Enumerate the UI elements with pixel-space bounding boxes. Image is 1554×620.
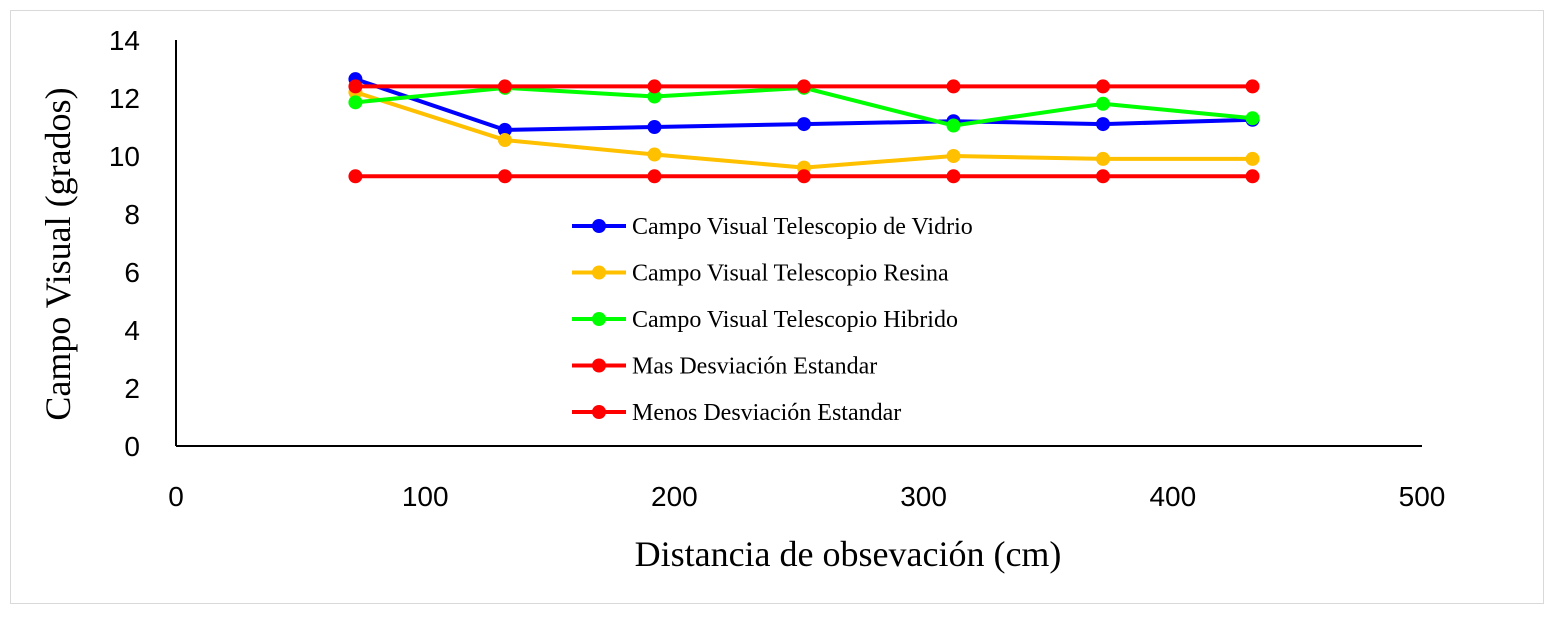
data-point [796,117,811,132]
series-1 [348,85,1260,175]
data-point [1096,79,1111,94]
x-tick-label: 200 [651,481,698,512]
data-point [1245,79,1260,94]
data-point [1245,111,1260,126]
data-point [647,147,662,162]
data-point [1245,169,1260,184]
data-point [1245,151,1260,166]
y-tick-label: 10 [109,141,140,172]
legend-swatch-marker [592,358,606,373]
series-4 [348,169,1260,184]
data-point [796,79,811,94]
y-tick-label: 12 [109,83,140,114]
y-axis-title: Campo Visual (grados) [38,87,78,420]
y-tick-label: 4 [124,315,140,346]
legend-swatch-marker [592,312,606,326]
legend-label: Mas Desviación Estandar [632,354,877,380]
data-point [1096,96,1111,111]
data-point [348,169,363,184]
y-tick-label: 2 [124,373,140,404]
legend-label: Campo Visual Telescopio Resina [632,261,949,287]
y-tick-label: 8 [124,199,140,230]
x-tick-label: 100 [402,481,449,512]
data-point [1096,151,1111,166]
data-point [647,169,662,184]
legend-swatch-marker [592,405,606,419]
x-tick-label: 400 [1149,481,1196,512]
data-point [946,149,961,163]
data-point [497,122,512,137]
x-axis-title: Distancia de obsevación (cm) [635,534,1062,574]
y-tick-label: 6 [124,257,140,288]
legend: Campo Visual Telescopio de Vidrio Campo V… [572,214,973,426]
legend-swatch-marker [592,219,606,233]
data-point [497,169,512,184]
y-tick-labels: 0 2 4 6 8 10 12 14 [109,25,140,462]
series-group [348,72,1260,184]
data-point [1096,117,1111,132]
legend-item: Campo Visual Telescopio de Vidrio [572,214,973,240]
data-point [946,118,961,133]
axes [175,40,1422,447]
data-point [946,169,961,184]
legend-item: Campo Visual Telescopio Hibrido [572,307,958,333]
legend-label: Menos Desviación Estandar [632,400,901,426]
data-point [647,89,662,104]
data-point [348,79,363,94]
data-point [497,133,512,148]
data-point [946,79,961,94]
legend-label: Campo Visual Telescopio de Vidrio [632,214,973,240]
legend-item: Mas Desviación Estandar [572,354,877,380]
y-tick-label: 14 [109,25,140,56]
y-tick-label: 0 [124,431,140,462]
chart-frame [10,10,1544,604]
x-tick-labels: 0 100 200 300 400 500 [168,481,1445,512]
data-point [497,79,512,94]
data-point [348,95,363,110]
x-tick-label: 500 [1399,481,1446,512]
x-tick-label: 300 [900,481,947,512]
x-tick-label: 0 [168,481,184,512]
legend-item: Menos Desviación Estandar [572,400,901,426]
series-3 [348,79,1260,94]
legend-label: Campo Visual Telescopio Hibrido [632,307,958,333]
data-point [796,169,811,184]
data-point [1096,169,1111,184]
legend-swatch-marker [592,265,606,280]
data-point [647,79,662,94]
data-point [647,120,662,134]
legend-item: Campo Visual Telescopio Resina [572,261,949,287]
